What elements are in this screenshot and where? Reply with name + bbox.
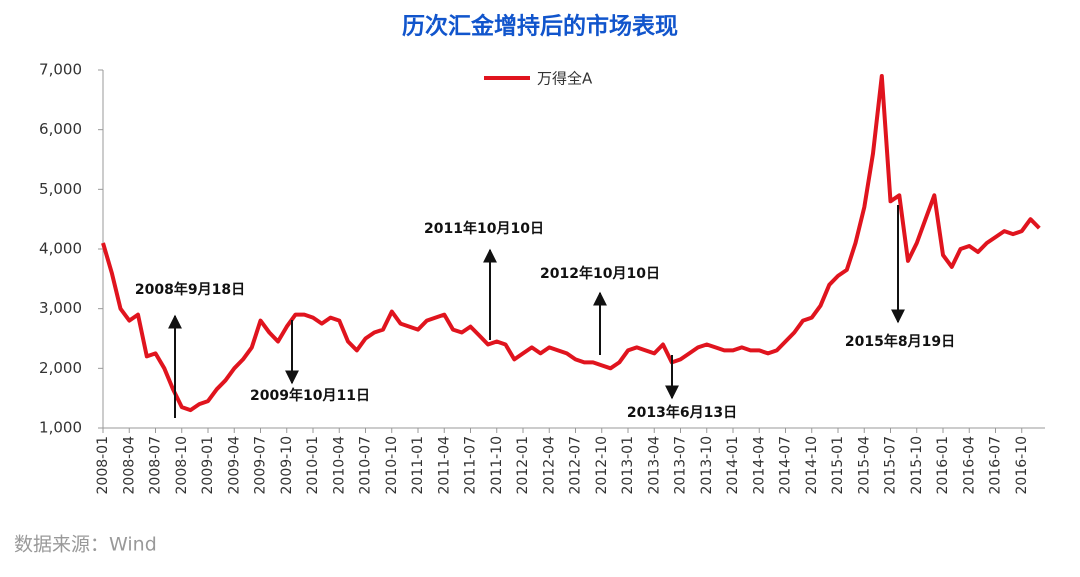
x-tick-label: 2011-01 [410,436,426,495]
annotation: 2012年10月10日 [540,265,660,282]
x-tick-label: 2014-07 [778,436,794,495]
x-tick-label: 2013-04 [646,436,662,495]
x-tick-label: 2012-10 [594,436,610,495]
x-tick-label: 2010-07 [358,436,374,495]
x-tick-label: 2011-04 [436,436,452,495]
y-tick-label: 2,000 [39,359,82,377]
x-tick-label: 2010-04 [331,436,347,495]
x-tick-label: 2016-07 [988,436,1004,495]
x-tick-label: 2015-10 [909,436,925,495]
x-tick-label: 2009-01 [200,436,216,495]
annotation: 2013年6月13日 [627,404,737,421]
x-tick-label: 2014-01 [725,436,741,495]
annotation: 2015年8月19日 [845,333,955,350]
x-tick-label: 2012-01 [515,436,531,495]
annotation: 2008年9月18日 [135,281,245,298]
y-tick-label: 3,000 [39,299,82,317]
x-tick-label: 2014-04 [751,436,767,495]
x-tick-label: 2013-01 [620,436,636,495]
x-tick-label: 2013-07 [673,436,689,495]
x-tick-label: 2012-04 [541,436,557,495]
x-tick-label: 2008-01 [95,436,111,495]
x-tick-label: 2012-07 [568,436,584,495]
x-tick-label: 2016-01 [935,436,951,495]
x-tick-label: 2015-07 [883,436,899,495]
x-tick-label: 2014-10 [804,436,820,495]
x-tick-label: 2009-07 [253,436,269,495]
y-tick-label: 5,000 [39,180,82,198]
line [101,74,1041,413]
legend-label: 万得全A [537,70,593,88]
y-tick-label: 7,000 [39,61,82,79]
x-tick-label: 2010-01 [305,436,321,495]
x-tick-label: 2016-10 [1014,436,1030,495]
annotation: 2009年10月11日 [250,387,370,404]
x-tick-label: 2011-10 [489,436,505,495]
source: 数据来源：Wind [14,534,157,556]
x-tick-label: 2008-10 [174,436,190,495]
x-tick-label: 2009-04 [226,436,242,495]
x-tick-label: 2013-10 [699,436,715,495]
x-tick-label: 2015-01 [830,436,846,495]
y-tick-label: 4,000 [39,240,82,258]
chart-title: 历次汇金增持后的市场表现 [402,13,678,40]
y-tick-label: 6,000 [39,120,82,138]
x-tick-label: 2008-07 [148,436,164,495]
x-tick-label: 2011-07 [463,436,479,495]
x-tick-label: 2010-10 [384,436,400,495]
x-tick-label: 2008-04 [121,436,137,495]
x-tick-label: 2009-10 [279,436,295,495]
y-tick-label: 1,000 [39,419,82,437]
annotation: 2011年10月10日 [424,220,544,237]
x-tick-label: 2015-04 [856,436,872,495]
x-tick-label: 2016-04 [961,436,977,495]
